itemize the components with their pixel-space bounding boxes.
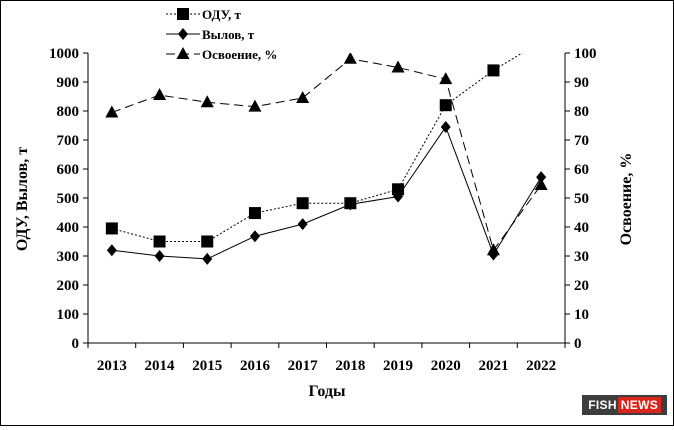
y-right-tick-label: 30: [574, 249, 589, 265]
y-axis-left-title: ОДУ, Вылов, т: [14, 147, 31, 251]
x-tick-label: 2022: [526, 358, 556, 374]
series-3-point: [534, 177, 548, 190]
y-right-tick-label: 40: [574, 220, 589, 236]
series-1: [105, 53, 524, 248]
y-left-tick-label: 700: [57, 133, 80, 149]
x-tick-label: 2020: [431, 358, 461, 374]
series-2-line: [111, 125, 542, 260]
x-tick-label: 2018: [335, 358, 365, 374]
series-3-point: [105, 105, 119, 118]
series-1-point: [487, 64, 500, 77]
series-1-point: [105, 222, 118, 235]
y-left-tick-label: 200: [57, 278, 80, 294]
series-2-point: [297, 218, 308, 231]
y-right-tick-label: 20: [574, 278, 589, 294]
logo-part-news: NEWS: [617, 397, 661, 413]
series-3-point: [248, 99, 262, 112]
legend-label-2: Вылов, т: [202, 27, 255, 42]
series-3: [105, 53, 548, 256]
series-1-point: [248, 207, 261, 220]
series-1-point: [153, 235, 166, 248]
legend-label-1: ОДУ, т: [202, 7, 241, 22]
y-right-tick-label: 80: [574, 104, 589, 120]
y-right-tick-label: 100: [574, 46, 597, 62]
y-right-tick-label: 10: [574, 307, 589, 323]
y-left-tick-label: 1000: [49, 46, 79, 62]
series-2-point: [249, 230, 260, 243]
legend-label-3: Освоение, %: [202, 47, 277, 62]
series-3-point: [486, 243, 500, 256]
x-axis-title: Годы: [309, 383, 346, 400]
y-right-tick-label: 50: [574, 191, 589, 207]
legend-marker-1: [177, 8, 189, 20]
series-2: [106, 120, 547, 265]
y-right-tick-label: 60: [574, 162, 589, 178]
series-3-point: [439, 72, 453, 85]
fishnews-logo: FISH NEWS: [582, 395, 667, 415]
series-2-point: [536, 171, 547, 184]
series-3-point: [343, 53, 357, 64]
y-left-tick-label: 300: [57, 249, 80, 265]
y-right-tick-label: 70: [574, 133, 589, 149]
y-left-tick-label: 0: [72, 336, 80, 352]
y-left-tick-label: 600: [57, 162, 80, 178]
series-1-point: [439, 99, 452, 112]
series-1-line: [111, 53, 524, 242]
y-left-tick-label: 900: [57, 75, 80, 91]
x-tick-label: 2016: [240, 358, 271, 374]
x-tick-label: 2014: [145, 358, 176, 374]
logo-part-fish: FISH: [588, 398, 617, 412]
series-3-point: [391, 60, 405, 73]
legend-marker-2: [178, 28, 188, 40]
y-right-tick-label: 0: [574, 336, 582, 352]
series-2-point: [202, 252, 213, 265]
series-1-point: [201, 235, 214, 248]
series-2-point: [345, 198, 356, 211]
series-3-point: [153, 88, 167, 101]
x-tick-label: 2017: [288, 358, 319, 374]
series-3-line: [111, 58, 542, 252]
x-tick-label: 2019: [383, 358, 413, 374]
series-3-point: [296, 90, 310, 103]
x-tick-label: 2021: [478, 358, 508, 374]
legend-marker-3: [176, 47, 190, 59]
y-axis-right-title: Освоение, %: [618, 153, 635, 246]
x-tick-label: 2013: [97, 358, 127, 374]
y-left-tick-label: 500: [57, 191, 80, 207]
x-tick-label: 2015: [192, 358, 222, 374]
y-right-tick-label: 90: [574, 75, 589, 91]
series-2-point: [393, 190, 404, 203]
y-left-tick-label: 100: [57, 307, 80, 323]
series-2-point: [440, 120, 451, 133]
series-3-point: [200, 95, 214, 108]
y-left-tick-label: 800: [57, 104, 80, 120]
series-2-point: [154, 250, 165, 262]
series-2-point: [106, 244, 117, 257]
y-left-tick-label: 400: [57, 220, 80, 236]
series-1-point: [296, 197, 309, 210]
